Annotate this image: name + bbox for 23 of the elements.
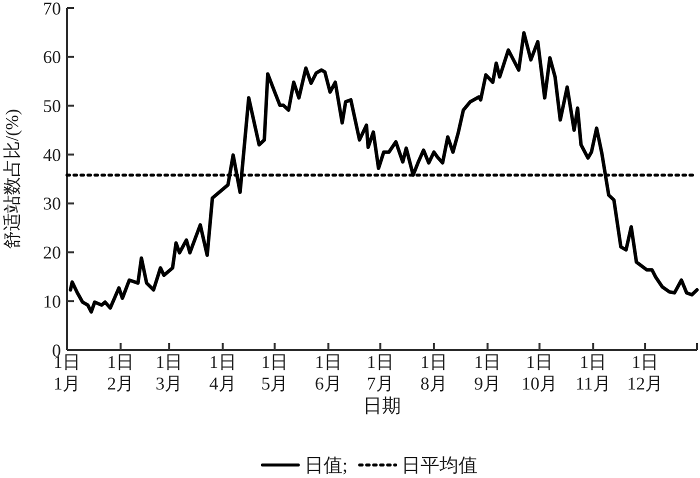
x-tick-label: 1日 2月 — [107, 352, 134, 394]
y-axis-title: 舒适站数占比/(%) — [2, 109, 22, 249]
x-axis-title: 日期 — [363, 396, 401, 417]
x-tick-label: 1日 11月 — [575, 352, 611, 394]
y-tick-label: 10 — [43, 291, 61, 312]
x-tick-label: 1日 6月 — [314, 352, 342, 394]
legend-label: 日平均值 — [402, 456, 478, 477]
line-series — [68, 31, 699, 314]
x-tick-label: 1日 7月 — [366, 352, 394, 394]
y-tick-label: 40 — [43, 144, 61, 165]
x-tick-label: 1日 9月 — [474, 352, 502, 394]
y-tick-label: 70 — [43, 0, 61, 18]
x-tick-label: 1日 8月 — [420, 352, 448, 394]
x-tick-label: 1日 10月 — [522, 352, 558, 394]
legend-label: 日值; — [304, 456, 348, 477]
x-tick-label: 1日 3月 — [156, 352, 183, 394]
x-tick-label: 1日 4月 — [209, 352, 236, 394]
x-tick-label: 1日 12月 — [627, 352, 664, 394]
y-tick-label: 60 — [43, 47, 61, 68]
y-tick-label: 50 — [43, 96, 61, 116]
x-tick-label: 1日 5月 — [261, 352, 288, 394]
y-tick-label: 30 — [43, 194, 61, 214]
y-tick-label: 20 — [43, 242, 61, 263]
